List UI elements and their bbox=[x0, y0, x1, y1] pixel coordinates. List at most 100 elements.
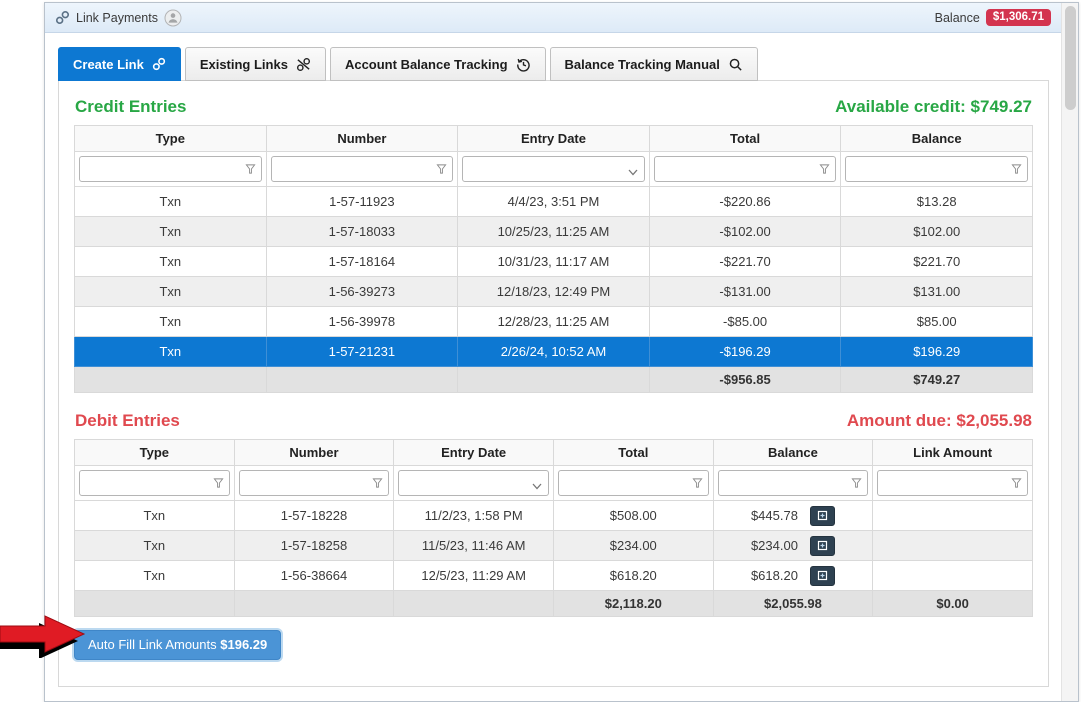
balance-label: Balance bbox=[934, 10, 980, 25]
tab-existing-links[interactable]: Existing Links bbox=[184, 47, 326, 81]
table-cell: Txn bbox=[74, 246, 267, 277]
link-amount-cell bbox=[872, 500, 1033, 531]
credit-footer-balance: $749.27 bbox=[840, 366, 1033, 393]
table-cell: -$196.29 bbox=[648, 336, 842, 367]
footer-cell bbox=[74, 590, 235, 617]
table-cell: 1-56-39978 bbox=[265, 306, 459, 337]
magnifier-icon bbox=[728, 57, 743, 72]
credit-entry-date-filter-select[interactable] bbox=[462, 156, 645, 182]
table-row[interactable]: Txn 1-57-21231 2/26/24, 10:52 AM -$196.29 $1… bbox=[74, 336, 1033, 367]
column-header-total[interactable]: Total bbox=[552, 439, 714, 466]
person-circle-icon[interactable] bbox=[164, 9, 182, 27]
table-row[interactable]: Txn 1-57-18164 10/31/23, 11:17 AM -$221.70 $… bbox=[74, 246, 1033, 277]
table-cell: Txn bbox=[74, 530, 235, 561]
table-cell: $196.29 bbox=[840, 336, 1033, 367]
table-cell: 12/18/23, 12:49 PM bbox=[457, 276, 650, 307]
debit-type-filter-input[interactable] bbox=[79, 470, 230, 496]
column-header-total[interactable]: Total bbox=[648, 125, 842, 152]
debit-table: Type Number Entry Date Total Balance Lin… bbox=[74, 439, 1033, 617]
vertical-scrollbar[interactable] bbox=[1061, 3, 1078, 701]
table-cell: $13.28 bbox=[840, 186, 1033, 217]
copy-balance-to-link-button[interactable] bbox=[809, 505, 835, 526]
credit-balance-filter-input[interactable] bbox=[845, 156, 1028, 182]
column-header-type[interactable]: Type bbox=[74, 439, 235, 466]
table-cell: 1-57-11923 bbox=[265, 186, 459, 217]
table-cell: 12/28/23, 11:25 AM bbox=[457, 306, 650, 337]
debit-link-amount-filter-input[interactable] bbox=[877, 470, 1028, 496]
table-cell: 10/31/23, 11:17 AM bbox=[457, 246, 650, 277]
credit-type-filter-input[interactable] bbox=[79, 156, 262, 182]
debit-number-filter-input[interactable] bbox=[238, 470, 390, 496]
available-credit-summary: Available credit: $749.27 bbox=[835, 97, 1032, 116]
table-cell: 11/2/23, 1:58 PM bbox=[393, 500, 554, 531]
table-row[interactable]: Txn 1-56-39978 12/28/23, 11:25 AM -$85.00 $8… bbox=[74, 306, 1033, 337]
window-titlebar: Link Payments Balance $1,306.71 bbox=[45, 3, 1061, 33]
table-row[interactable]: Txn 1-57-18228 11/2/23, 1:58 PM $508.00 $445… bbox=[74, 500, 1033, 531]
tab-account-balance-tracking[interactable]: Account Balance Tracking bbox=[329, 47, 546, 81]
table-cell: Txn bbox=[74, 306, 267, 337]
table-row[interactable]: Txn 1-57-18258 11/5/23, 11:46 AM $234.00 $23… bbox=[74, 530, 1033, 561]
table-cell: 1-56-39273 bbox=[265, 276, 459, 307]
table-cell: 1-57-18164 bbox=[265, 246, 459, 277]
tab-balance-tracking-manual[interactable]: Balance Tracking Manual bbox=[549, 47, 758, 81]
debit-footer-link-amount: $0.00 bbox=[872, 590, 1033, 617]
table-cell: Txn bbox=[74, 336, 267, 367]
balance-cell: $445.78 bbox=[712, 500, 874, 531]
table-cell: Txn bbox=[74, 500, 235, 531]
column-header-number[interactable]: Number bbox=[265, 125, 459, 152]
tab-create-link[interactable]: Create Link bbox=[58, 47, 181, 81]
table-cell: -$85.00 bbox=[648, 306, 842, 337]
column-header-balance[interactable]: Balance bbox=[712, 439, 874, 466]
column-header-link-amount[interactable]: Link Amount bbox=[872, 439, 1033, 466]
debit-entry-date-filter-select[interactable] bbox=[398, 470, 549, 496]
tab-label: Create Link bbox=[73, 56, 144, 72]
tab-label: Existing Links bbox=[199, 56, 288, 72]
table-cell: 4/4/23, 3:51 PM bbox=[457, 186, 650, 217]
credit-number-filter-input[interactable] bbox=[270, 156, 454, 182]
tab-bar: Create Link Existing Links bbox=[58, 47, 1049, 81]
table-cell: $234.00 bbox=[552, 530, 714, 561]
table-row[interactable]: Txn 1-57-18033 10/25/23, 11:25 AM -$102.00 $… bbox=[74, 216, 1033, 247]
column-header-entry-date[interactable]: Entry Date bbox=[393, 439, 554, 466]
table-cell: -$131.00 bbox=[648, 276, 842, 307]
link-payments-window: Link Payments Balance $1,306.71 Create L… bbox=[44, 2, 1079, 702]
table-cell: -$221.70 bbox=[648, 246, 842, 277]
scrollbar-thumb[interactable] bbox=[1065, 6, 1076, 110]
table-row[interactable]: Txn 1-56-39273 12/18/23, 12:49 PM -$131.00 $… bbox=[74, 276, 1033, 307]
link-amount-cell bbox=[872, 560, 1033, 591]
column-header-entry-date[interactable]: Entry Date bbox=[457, 125, 650, 152]
debit-footer-row: $2,118.20 $2,055.98 $0.00 bbox=[74, 590, 1033, 617]
table-cell: $221.70 bbox=[840, 246, 1033, 277]
table-cell: 1-56-38664 bbox=[233, 560, 395, 591]
table-cell: Txn bbox=[74, 560, 235, 591]
column-header-number[interactable]: Number bbox=[233, 439, 395, 466]
link-amount-cell bbox=[872, 530, 1033, 561]
table-cell: 1-57-18258 bbox=[233, 530, 395, 561]
credit-entries-title: Credit Entries bbox=[75, 97, 187, 116]
debit-balance-filter-input[interactable] bbox=[717, 470, 869, 496]
copy-balance-to-link-button[interactable] bbox=[809, 535, 835, 556]
broken-link-icon bbox=[296, 57, 311, 72]
column-header-balance[interactable]: Balance bbox=[840, 125, 1033, 152]
column-header-type[interactable]: Type bbox=[74, 125, 267, 152]
auto-fill-label: Auto Fill Link Amounts bbox=[88, 637, 217, 652]
balance-value: $618.20 bbox=[750, 568, 798, 583]
debit-total-filter-input[interactable] bbox=[557, 470, 709, 496]
table-cell: 11/5/23, 11:46 AM bbox=[393, 530, 554, 561]
auto-fill-amount: $196.29 bbox=[220, 637, 268, 652]
history-icon bbox=[516, 57, 531, 72]
table-cell: $102.00 bbox=[840, 216, 1033, 247]
tab-label: Account Balance Tracking bbox=[344, 56, 508, 72]
credit-total-filter-input[interactable] bbox=[653, 156, 837, 182]
table-row[interactable]: Txn 1-56-38664 12/5/23, 11:29 AM $618.20 $61… bbox=[74, 560, 1033, 591]
table-cell: Txn bbox=[74, 186, 267, 217]
create-link-panel: Credit Entries Available credit: $749.27… bbox=[58, 80, 1049, 687]
credit-footer-total: -$956.85 bbox=[648, 366, 842, 393]
auto-fill-link-amounts-button[interactable]: Auto Fill Link Amounts $196.29 bbox=[74, 630, 282, 660]
table-row[interactable]: Txn 1-57-11923 4/4/23, 3:51 PM -$220.86 $13.… bbox=[74, 186, 1033, 217]
table-cell: 12/5/23, 11:29 AM bbox=[393, 560, 554, 591]
credit-filter-row bbox=[74, 151, 1033, 187]
debit-footer-total: $2,118.20 bbox=[552, 590, 714, 617]
balance-badge: $1,306.71 bbox=[985, 9, 1051, 26]
copy-balance-to-link-button[interactable] bbox=[809, 565, 835, 586]
